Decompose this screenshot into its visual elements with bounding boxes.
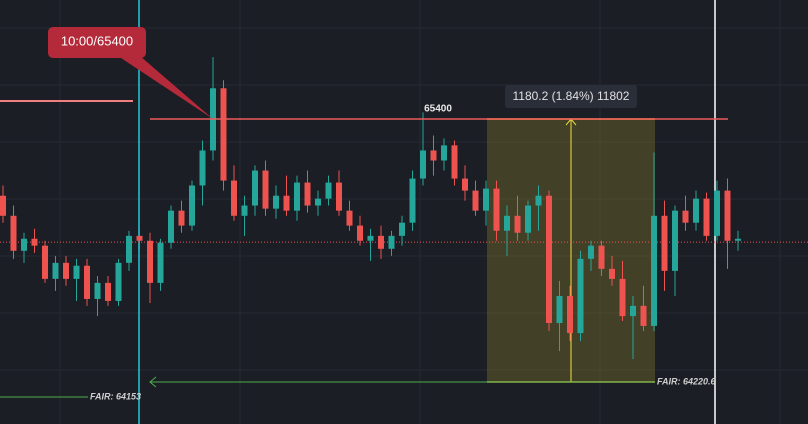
candle-body bbox=[231, 180, 237, 216]
candle-body bbox=[220, 88, 227, 181]
candle-body bbox=[714, 190, 720, 236]
candle-body bbox=[630, 305, 636, 317]
candle-body bbox=[472, 190, 479, 211]
candle-body bbox=[651, 215, 657, 326]
candle-body bbox=[178, 210, 185, 226]
candle-body bbox=[682, 210, 689, 223]
candle-body bbox=[493, 188, 500, 231]
candle-body bbox=[430, 150, 437, 161]
candle-body bbox=[252, 170, 258, 206]
level-label: 65400 bbox=[424, 104, 452, 115]
candle-body bbox=[388, 235, 395, 249]
candle-body bbox=[283, 195, 290, 211]
candle-body bbox=[73, 265, 80, 279]
candle-body bbox=[367, 235, 374, 241]
candle-body bbox=[31, 238, 38, 246]
candle-body bbox=[420, 150, 426, 179]
candle-body bbox=[556, 296, 563, 324]
candle-body bbox=[189, 185, 195, 226]
candle-body bbox=[483, 188, 489, 211]
arrow-head bbox=[149, 376, 157, 388]
plot: 65400 FAIR: 64220.6 FAIR: 64153 1180.2 (1.8… bbox=[0, 27, 808, 401]
candle-body bbox=[409, 178, 416, 223]
candle-body bbox=[325, 182, 332, 199]
candle-body bbox=[241, 205, 248, 216]
candle-body bbox=[577, 258, 584, 334]
candle-body bbox=[399, 222, 405, 236]
candle-body bbox=[10, 215, 17, 251]
candle-body bbox=[525, 205, 531, 233]
candle-body bbox=[147, 240, 153, 283]
candle-body bbox=[535, 195, 542, 206]
fair-label: FAIR: 64220.6 bbox=[657, 376, 717, 386]
candle-body bbox=[157, 242, 164, 283]
candle-body bbox=[609, 268, 615, 279]
measure-label: 1180.2 (1.84%) 11802 bbox=[513, 89, 630, 103]
fair-label: FAIR: 64153 bbox=[90, 391, 141, 401]
candle-body bbox=[304, 182, 311, 206]
candle-body bbox=[63, 262, 69, 279]
candle-body bbox=[84, 265, 90, 299]
candle-body bbox=[94, 282, 101, 299]
candle-body bbox=[105, 282, 111, 301]
candle-body bbox=[21, 238, 27, 251]
candle-body bbox=[735, 238, 741, 241]
candle-body bbox=[619, 278, 626, 317]
candle-body bbox=[294, 182, 300, 211]
candle-body bbox=[315, 198, 321, 206]
measure-tooltip bbox=[505, 85, 637, 108]
candle-body bbox=[199, 150, 206, 186]
candle-body bbox=[42, 245, 48, 279]
candle-body bbox=[451, 145, 458, 179]
candle-body bbox=[52, 262, 59, 279]
candle-body bbox=[262, 170, 269, 209]
candle-body bbox=[357, 225, 363, 241]
candle-body bbox=[504, 215, 510, 231]
candle-body bbox=[724, 190, 731, 241]
candle-body bbox=[661, 215, 668, 271]
candle-body bbox=[168, 210, 174, 243]
candle-body bbox=[567, 296, 573, 334]
candle-body bbox=[0, 195, 6, 216]
candle-body bbox=[588, 245, 594, 259]
candle-body bbox=[136, 235, 143, 241]
candle-body bbox=[441, 145, 447, 161]
candle-body bbox=[273, 195, 279, 209]
candle-body bbox=[115, 262, 122, 301]
candle-body bbox=[514, 215, 521, 233]
candle-body bbox=[346, 210, 353, 226]
candle-body bbox=[546, 195, 552, 324]
candle-body bbox=[126, 235, 132, 263]
candle-body bbox=[693, 198, 699, 223]
callout-box bbox=[48, 27, 146, 58]
candle-body bbox=[336, 182, 342, 211]
candle-body bbox=[640, 305, 647, 326]
candle-body bbox=[378, 235, 384, 249]
candle-body bbox=[672, 210, 678, 271]
callout-label: 10:00/65400 bbox=[61, 33, 133, 48]
callout-pointer bbox=[118, 56, 213, 120]
candle-body bbox=[703, 198, 710, 236]
candle-body bbox=[462, 178, 468, 191]
candle-body bbox=[598, 245, 605, 269]
